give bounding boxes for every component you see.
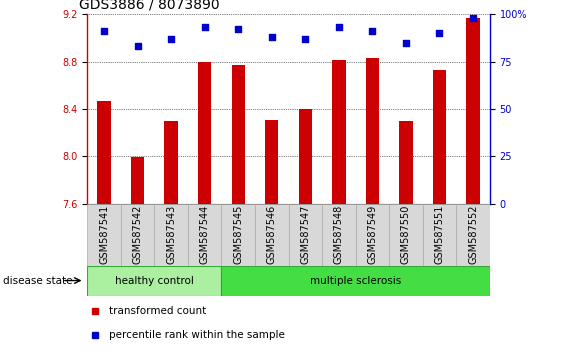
Bar [289, 204, 322, 266]
Text: GSM587548: GSM587548 [334, 205, 344, 264]
Point [334, 24, 343, 30]
Text: GSM587546: GSM587546 [267, 205, 277, 264]
Bar [188, 204, 221, 266]
Bar [121, 204, 154, 266]
Text: GSM587541: GSM587541 [99, 205, 109, 264]
Text: healthy control: healthy control [115, 275, 194, 286]
Text: GSM587543: GSM587543 [166, 205, 176, 264]
Bar [433, 70, 446, 204]
Bar [332, 60, 346, 204]
Bar [356, 204, 389, 266]
Bar [87, 204, 121, 266]
Point [200, 24, 209, 30]
Text: GSM587552: GSM587552 [468, 205, 478, 264]
Text: GSM587545: GSM587545 [233, 205, 243, 264]
Bar [97, 101, 111, 204]
Bar [221, 204, 255, 266]
Bar [87, 266, 221, 296]
Point [401, 40, 410, 45]
Bar [198, 62, 211, 204]
Text: GSM587544: GSM587544 [200, 205, 209, 264]
Text: multiple sclerosis: multiple sclerosis [310, 275, 401, 286]
Bar [399, 121, 413, 204]
Bar [154, 204, 188, 266]
Text: transformed count: transformed count [109, 306, 207, 316]
Bar [255, 204, 289, 266]
Text: GSM587551: GSM587551 [435, 205, 445, 264]
Bar [164, 121, 178, 204]
Bar [423, 204, 456, 266]
Bar [265, 120, 279, 204]
Bar [366, 58, 379, 204]
Point [368, 28, 377, 34]
Text: GSM587542: GSM587542 [132, 205, 142, 264]
Text: disease state: disease state [3, 275, 72, 286]
Point [435, 30, 444, 36]
Text: GSM587549: GSM587549 [368, 205, 377, 264]
Point [301, 36, 310, 42]
Bar [456, 204, 490, 266]
Text: GSM587550: GSM587550 [401, 205, 411, 264]
Point [234, 27, 243, 32]
Bar [466, 18, 480, 204]
Text: percentile rank within the sample: percentile rank within the sample [109, 330, 285, 340]
Bar [322, 204, 356, 266]
Point [133, 44, 142, 49]
Point [100, 28, 109, 34]
Bar [131, 158, 144, 204]
Text: GDS3886 / 8073890: GDS3886 / 8073890 [79, 0, 220, 12]
Bar [298, 109, 312, 204]
Bar [389, 204, 423, 266]
Point [267, 34, 276, 40]
Point [167, 36, 176, 42]
Bar [231, 65, 245, 204]
Bar [221, 266, 490, 296]
Text: GSM587547: GSM587547 [300, 205, 310, 264]
Point [468, 15, 477, 21]
